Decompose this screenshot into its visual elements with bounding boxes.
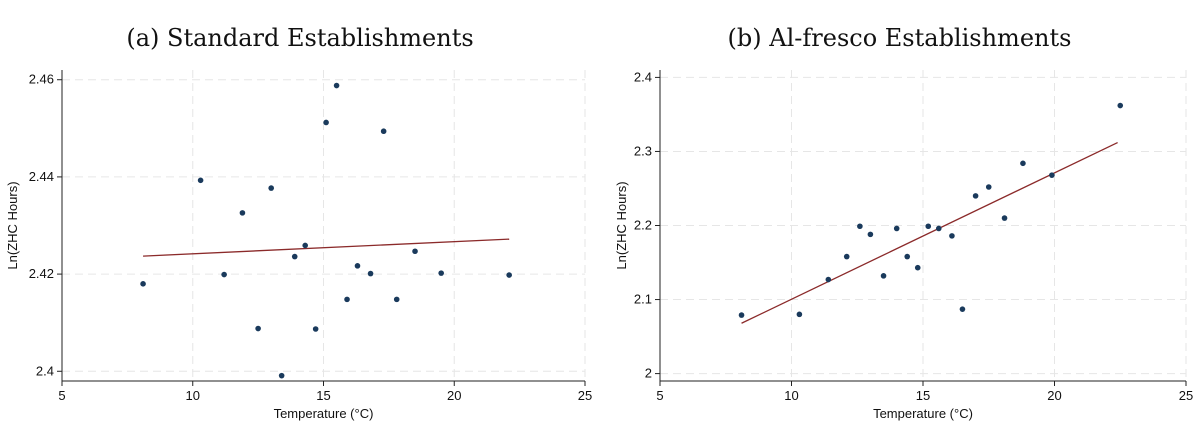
data-point	[959, 306, 966, 312]
data-point	[935, 225, 942, 232]
x-tick-label: 15	[916, 388, 930, 403]
data-point	[367, 270, 374, 277]
data-point	[255, 325, 261, 332]
x-tick-label: 10	[784, 388, 798, 403]
data-point	[972, 193, 979, 199]
data-point	[925, 223, 932, 230]
x-axis-title: Temperature (°C)	[873, 406, 973, 421]
scatter-plot-alfresco: 5 10 15 20 25 2 2.1 2.2 2.3 2.4 Temperature (°C) Ln…	[614, 69, 1193, 421]
x-tick-label: 25	[1179, 388, 1193, 403]
data-point	[867, 231, 874, 238]
y-axis-title: Ln(ZHC Hours)	[5, 181, 20, 269]
y-tick-label: 2.4	[634, 69, 652, 84]
data-point	[412, 248, 418, 255]
data-point	[438, 270, 444, 276]
data-point	[738, 312, 745, 318]
y-tick-label: 2.44	[29, 169, 54, 184]
y-tick-label: 2.1	[634, 292, 652, 307]
data-point	[985, 184, 992, 190]
data-point	[221, 271, 227, 278]
data-point	[843, 253, 850, 260]
panel-alfresco-establishments: (b) Al-fresco Establishments 5 10 15 20 25 2 2…	[600, 0, 1199, 437]
data-point	[857, 223, 863, 230]
fitted-line	[741, 141, 1118, 324]
data-point	[312, 326, 319, 332]
x-tick-label: 5	[656, 388, 663, 403]
data-point	[268, 185, 275, 191]
panel-title: (a) Standard Establishments	[126, 24, 474, 52]
data-point	[393, 296, 400, 303]
data-point	[197, 177, 204, 184]
y-tick-label: 2	[645, 366, 652, 381]
data-point	[904, 253, 911, 260]
scatter-plot-standard: 5 10 15 20 25 2.4 2.42 2.44 2.46 Temperature (°C)…	[5, 70, 592, 421]
y-tick-label: 2.3	[634, 143, 652, 158]
x-tick-label: 25	[578, 388, 592, 403]
data-point	[1020, 160, 1026, 167]
data-point	[796, 311, 803, 318]
x-tick-label: 15	[316, 388, 330, 403]
y-tick-label: 2.42	[29, 266, 54, 281]
y-tick-label: 2.46	[29, 72, 54, 87]
x-axis-title: Temperature (°C)	[274, 406, 374, 421]
y-axis-title: Ln(ZHC Hours)	[614, 181, 629, 269]
x-tick-label: 5	[58, 388, 65, 403]
data-point	[825, 276, 832, 283]
x-tick-label: 20	[1047, 388, 1061, 403]
panel-standard-establishments: (a) Standard Establishments 5 10 15 20 25 2.4…	[5, 24, 592, 421]
data-point	[278, 372, 285, 379]
data-point	[140, 281, 146, 287]
data-point	[239, 210, 246, 216]
x-tick-label: 10	[186, 388, 200, 403]
data-point	[1001, 215, 1008, 221]
data-point	[291, 253, 298, 260]
y-tick-label: 2.2	[634, 218, 652, 233]
x-tick-label: 20	[447, 388, 461, 403]
data-point	[344, 296, 350, 303]
data-point	[506, 272, 512, 278]
data-point	[893, 225, 900, 232]
data-point	[1117, 102, 1124, 109]
data-point	[914, 264, 921, 271]
data-point	[880, 273, 887, 279]
data-point	[354, 263, 361, 269]
panel-title: (b) Al-fresco Establishments	[727, 24, 1072, 52]
y-tick-label: 2.4	[36, 363, 54, 378]
data-point	[323, 119, 329, 126]
data-point	[380, 128, 387, 135]
data-point	[302, 242, 308, 249]
data-point	[949, 233, 955, 239]
data-point	[333, 82, 340, 89]
fitted-line	[143, 238, 510, 257]
data-point	[1049, 172, 1055, 178]
